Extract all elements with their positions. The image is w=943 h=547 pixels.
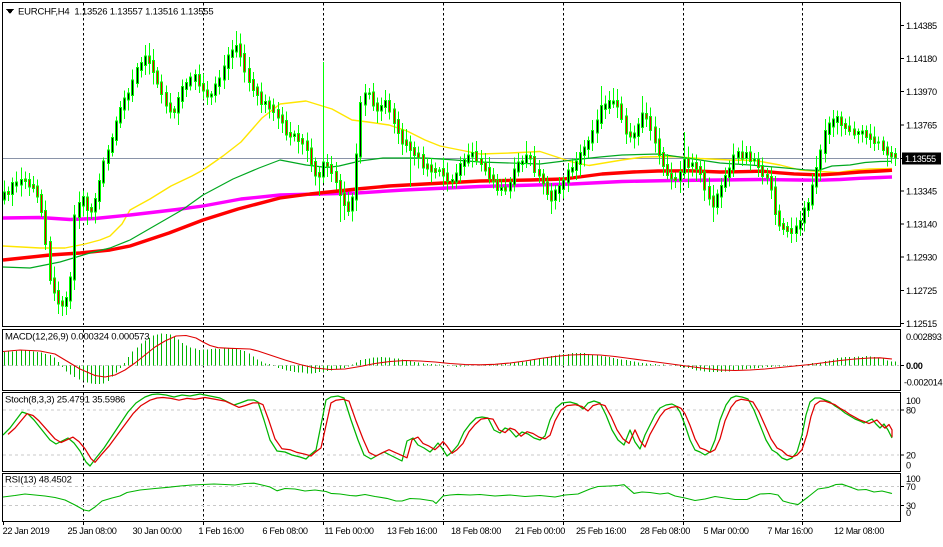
svg-text:18 Feb 08:00: 18 Feb 08:00 <box>451 526 501 536</box>
svg-text:1.14385: 1.14385 <box>906 21 937 31</box>
svg-text:25 Feb 16:00: 25 Feb 16:00 <box>576 526 626 536</box>
svg-text:22 Jan 2019: 22 Jan 2019 <box>3 526 50 536</box>
svg-text:-0.002014: -0.002014 <box>904 378 942 388</box>
svg-text:RSI(13) 48.4502: RSI(13) 48.4502 <box>5 475 72 486</box>
svg-text:100: 100 <box>906 474 921 484</box>
svg-text:1.13345: 1.13345 <box>906 187 937 197</box>
svg-text:0.00: 0.00 <box>906 361 923 371</box>
svg-text:1.12515: 1.12515 <box>906 319 937 329</box>
svg-text:80: 80 <box>906 406 916 416</box>
svg-text:30 Jan 00:00: 30 Jan 00:00 <box>133 526 182 536</box>
svg-text:12 Mar 08:00: 12 Mar 08:00 <box>834 526 884 536</box>
svg-text:13 Feb 16:00: 13 Feb 16:00 <box>387 526 437 536</box>
svg-text:Stoch(8,3,3) 25.4791 35.5986: Stoch(8,3,3) 25.4791 35.5986 <box>5 395 125 406</box>
svg-text:5 Mar 00:00: 5 Mar 00:00 <box>703 526 748 536</box>
svg-text:7 Mar 16:00: 7 Mar 16:00 <box>767 526 812 536</box>
svg-text:6 Feb 08:00: 6 Feb 08:00 <box>262 526 307 536</box>
svg-text:MACD(12,26,9) 0.000324 0.00057: MACD(12,26,9) 0.000324 0.000573 <box>5 332 149 343</box>
svg-text:30: 30 <box>906 501 916 511</box>
svg-text:1.12725: 1.12725 <box>906 286 937 296</box>
svg-text:0.002893: 0.002893 <box>906 332 942 342</box>
svg-text:70: 70 <box>906 482 916 492</box>
svg-text:28 Feb 08:00: 28 Feb 08:00 <box>640 526 690 536</box>
svg-text:1.13140: 1.13140 <box>906 220 937 230</box>
svg-text:25 Jan 08:00: 25 Jan 08:00 <box>68 526 117 536</box>
svg-text:1.13555: 1.13555 <box>905 154 936 164</box>
svg-text:EURCHF,H4 1.13526 1.13557 1.1: EURCHF,H4 1.13526 1.13557 1.13516 1.1355… <box>18 7 213 18</box>
svg-text:1.13970: 1.13970 <box>906 87 937 97</box>
svg-text:1.13765: 1.13765 <box>906 120 937 130</box>
svg-text:100: 100 <box>906 396 921 406</box>
svg-text:0: 0 <box>906 460 911 470</box>
svg-text:20: 20 <box>906 451 916 461</box>
svg-text:21 Feb 00:00: 21 Feb 00:00 <box>515 526 565 536</box>
svg-text:0: 0 <box>906 508 911 518</box>
svg-text:1 Feb 16:00: 1 Feb 16:00 <box>198 526 243 536</box>
svg-text:1.14180: 1.14180 <box>906 54 937 64</box>
svg-text:11 Feb 00:00: 11 Feb 00:00 <box>324 526 374 536</box>
svg-text:1.12930: 1.12930 <box>906 253 937 263</box>
